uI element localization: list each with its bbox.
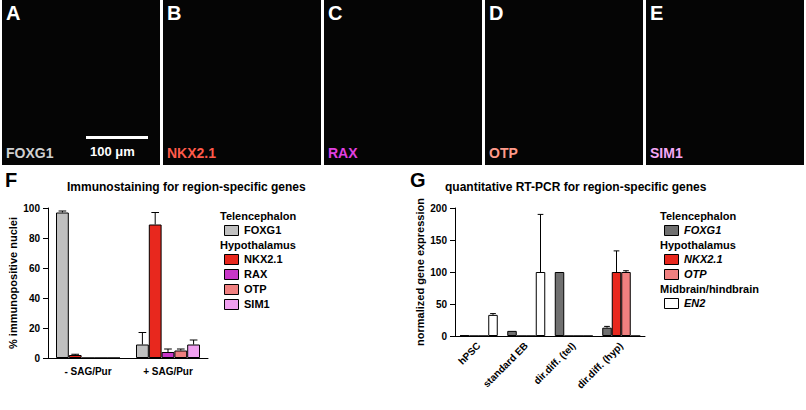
svg-text:- SAG/Pur: - SAG/Pur [64,366,111,377]
html-text:OTP: OTP [489,145,518,161]
html-text:A: A [6,2,21,24]
svg-text:OTP: OTP [684,268,707,280]
svg-text:FOXG1: FOXG1 [244,224,281,236]
html-text:B: B [167,2,182,24]
svg-text:OTP: OTP [244,283,267,295]
html-text:E: E [650,2,664,24]
html-text:C: C [328,2,343,24]
html-text:SIM1: SIM1 [650,145,683,161]
svg-text:Telencephalon: Telencephalon [220,210,296,222]
svg-text:0: 0 [34,353,40,364]
svg-text:% immunopositive nuclei: % immunopositive nuclei [7,217,19,349]
svg-text:NKX2.1: NKX2.1 [684,253,723,265]
svg-text:dir.diff. (tel): dir.diff. (tel) [531,340,577,386]
svg-text:60: 60 [29,263,41,274]
html-text:100 μm: 100 μm [90,144,135,159]
svg-text:NKX2.1: NKX2.1 [244,253,283,265]
svg-text:150: 150 [430,235,447,246]
svg-text:40: 40 [29,293,41,304]
svg-text:SIM1: SIM1 [244,298,270,310]
html-text:D: D [489,2,504,24]
svg-text:200: 200 [430,203,447,214]
svg-text:RAX: RAX [244,268,268,280]
svg-text:Hypothalamus: Hypothalamus [220,239,296,251]
svg-text:quantitative RT-PCR for region: quantitative RT-PCR for region-specific … [445,180,707,194]
svg-text:Hypothalamus: Hypothalamus [660,239,736,251]
svg-text:FOXG1: FOXG1 [684,224,721,236]
svg-text:100: 100 [23,203,40,214]
svg-text:20: 20 [29,323,41,334]
svg-text:dir.diff. (hyp): dir.diff. (hyp) [575,340,626,391]
html-text:NKX2.1: NKX2.1 [167,145,216,161]
svg-text:50: 50 [436,299,448,310]
svg-text:G: G [410,169,426,191]
svg-text:EN2: EN2 [684,297,705,309]
html-text:FOXG1: FOXG1 [6,145,54,161]
svg-text:0: 0 [441,331,447,342]
svg-text:Telencephalon: Telencephalon [660,210,736,222]
svg-text:F: F [5,169,17,191]
svg-text:hPSC: hPSC [456,340,483,367]
svg-text:+ SAG/Pur: + SAG/Pur [143,366,193,377]
svg-text:Midbrain/hindbrain: Midbrain/hindbrain [660,283,759,295]
svg-text:80: 80 [29,233,41,244]
html-text:RAX: RAX [328,145,358,161]
svg-text:normalized gene expression: normalized gene expression [414,198,426,346]
svg-text:standard EB: standard EB [481,340,530,389]
svg-text:Immunostaining for region-spec: Immunostaining for region-specific genes [67,180,306,194]
svg-text:100: 100 [430,267,447,278]
